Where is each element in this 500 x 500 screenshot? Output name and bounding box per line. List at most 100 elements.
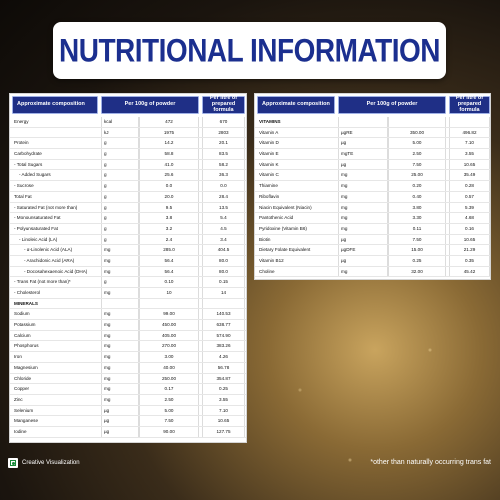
cell-divider bbox=[388, 159, 446, 170]
row-powder-value: 41.0 bbox=[164, 161, 174, 167]
cell-divider bbox=[202, 330, 245, 341]
table-row: Biotin µg 7.50 10.65 bbox=[255, 234, 490, 246]
row-litre-value: 20.1 bbox=[219, 140, 228, 146]
row-unit: µg bbox=[341, 140, 347, 146]
row-powder-value: 7.50 bbox=[412, 236, 422, 242]
cell-divider bbox=[449, 127, 490, 138]
cell-divider bbox=[101, 266, 139, 277]
row-powder-value: 2.4 bbox=[165, 236, 173, 242]
cell-divider bbox=[449, 170, 490, 181]
row-powder-value: 350.00 bbox=[409, 129, 425, 135]
cell-divider bbox=[101, 245, 139, 255]
table-row: Selenium µg 5.00 7.10 bbox=[10, 405, 246, 417]
cell-divider bbox=[139, 362, 199, 373]
header-per-litre: Per litre of prepared formula bbox=[202, 95, 245, 114]
row-unit: mg bbox=[104, 257, 111, 263]
cell-divider bbox=[101, 170, 139, 181]
cell-divider bbox=[338, 127, 388, 138]
row-litre-value: 404.5 bbox=[217, 247, 230, 253]
cell-divider bbox=[449, 266, 490, 277]
row-label: Vitamin B12 bbox=[259, 257, 284, 263]
vitamins-panel: Approximate composition Per 100g of powd… bbox=[254, 93, 491, 280]
cell-divider bbox=[202, 405, 245, 416]
row-litre-value: 0.0 bbox=[220, 183, 227, 189]
table-row: Phosphorus mg 270.00 383.26 bbox=[10, 341, 246, 353]
left-table-body: Energy kcal 472 670 kJ 1975 2803 Protein g 14.2 20… bbox=[10, 117, 246, 438]
cell-divider bbox=[338, 170, 388, 181]
brand-label: Creative Visualization bbox=[22, 460, 80, 466]
row-powder-value: 3.30 bbox=[412, 215, 422, 221]
row-unit: mg bbox=[341, 172, 348, 178]
table-row: Copper mg 0.17 0.25 bbox=[10, 384, 246, 395]
cell-divider bbox=[449, 234, 490, 245]
row-label: Vitamin D bbox=[259, 140, 279, 146]
cell-divider bbox=[139, 394, 199, 405]
row-unit: µg bbox=[104, 428, 110, 434]
cell-divider bbox=[202, 352, 245, 362]
cell-divider bbox=[139, 330, 199, 341]
row-litre-value: 5.4 bbox=[220, 215, 227, 221]
cell-divider bbox=[139, 405, 199, 416]
row-unit: g bbox=[104, 161, 107, 167]
row-litre-value: 140.53 bbox=[216, 311, 231, 317]
row-litre-value: 5.39 bbox=[465, 204, 474, 210]
row-unit: g bbox=[104, 225, 107, 231]
row-litre-value: 80.0 bbox=[219, 268, 228, 274]
row-powder-value: 99.00 bbox=[163, 311, 175, 317]
row-powder-value: 0.40 bbox=[412, 193, 422, 199]
row-litre-value: 7.10 bbox=[465, 140, 474, 146]
row-litre-value: 2803 bbox=[218, 129, 229, 135]
row-label: Calcium bbox=[14, 332, 31, 338]
row-powder-value: 3.2 bbox=[165, 225, 173, 231]
cell-divider bbox=[202, 288, 245, 298]
row-unit: g bbox=[104, 183, 107, 189]
row-unit: µg bbox=[341, 236, 347, 242]
table-row: Carbohydrate g 58.8 83.5 bbox=[10, 149, 246, 160]
cell-divider bbox=[388, 149, 446, 159]
row-label: Niacin Equivalent (Niacin) bbox=[259, 204, 312, 210]
cell-divider bbox=[139, 234, 199, 245]
table-row: Niacin Equivalent (Niacin) mg 3.80 5.39 bbox=[255, 202, 490, 214]
cell-divider bbox=[101, 309, 139, 320]
row-litre-value: 13.5 bbox=[219, 204, 228, 210]
cell-divider bbox=[139, 202, 199, 213]
row-label: Protein bbox=[14, 140, 29, 146]
row-litre-value: 7.10 bbox=[219, 407, 228, 413]
cell-divider bbox=[139, 213, 199, 223]
cell-divider bbox=[388, 223, 446, 234]
row-label: Pyridoxine (Vitamin B6) bbox=[259, 225, 307, 231]
row-label: Thiamine bbox=[259, 183, 278, 189]
row-label: - Cholesterol bbox=[14, 290, 41, 295]
row-unit: mg bbox=[341, 183, 348, 189]
cell-divider bbox=[139, 245, 199, 255]
row-litre-value: 58.2 bbox=[219, 161, 228, 167]
cell-divider bbox=[338, 234, 388, 245]
cell-divider bbox=[338, 255, 388, 266]
cell-divider bbox=[202, 320, 245, 330]
row-litre-value: 14 bbox=[220, 290, 227, 295]
row-powder-value: 56.4 bbox=[164, 268, 174, 274]
row-label: Iron bbox=[14, 354, 22, 360]
row-unit: µgDFE bbox=[341, 247, 356, 253]
header-per-100g: Per 100g of powder bbox=[101, 96, 199, 114]
cell-divider bbox=[388, 213, 446, 223]
table-row: VITAMINS bbox=[255, 117, 490, 128]
row-unit: mg bbox=[104, 268, 111, 274]
row-label: - Arachidonic Acid (ARA) bbox=[24, 257, 75, 263]
row-unit: kcal bbox=[104, 119, 113, 124]
cell-divider bbox=[338, 117, 388, 127]
row-label: Copper bbox=[14, 386, 30, 392]
cell-divider bbox=[449, 255, 490, 266]
row-litre-value: 638.77 bbox=[216, 322, 231, 328]
row-powder-value: 450.00 bbox=[161, 322, 177, 328]
row-litre-value: 0.35 bbox=[465, 257, 474, 263]
table-row: - Saturated Fat (not more than) g 9.5 13.5 bbox=[10, 202, 246, 214]
table-row: Vitamin B12 µg 0.25 0.35 bbox=[255, 255, 490, 267]
title-banner: NUTRITIONAL INFORMATION bbox=[53, 22, 446, 79]
row-label: Potassium bbox=[14, 322, 36, 328]
row-label: Iodine bbox=[14, 428, 27, 434]
cell-divider bbox=[338, 138, 388, 149]
cell-divider bbox=[101, 277, 139, 287]
row-unit: mg bbox=[341, 193, 348, 199]
cell-divider bbox=[101, 213, 139, 223]
